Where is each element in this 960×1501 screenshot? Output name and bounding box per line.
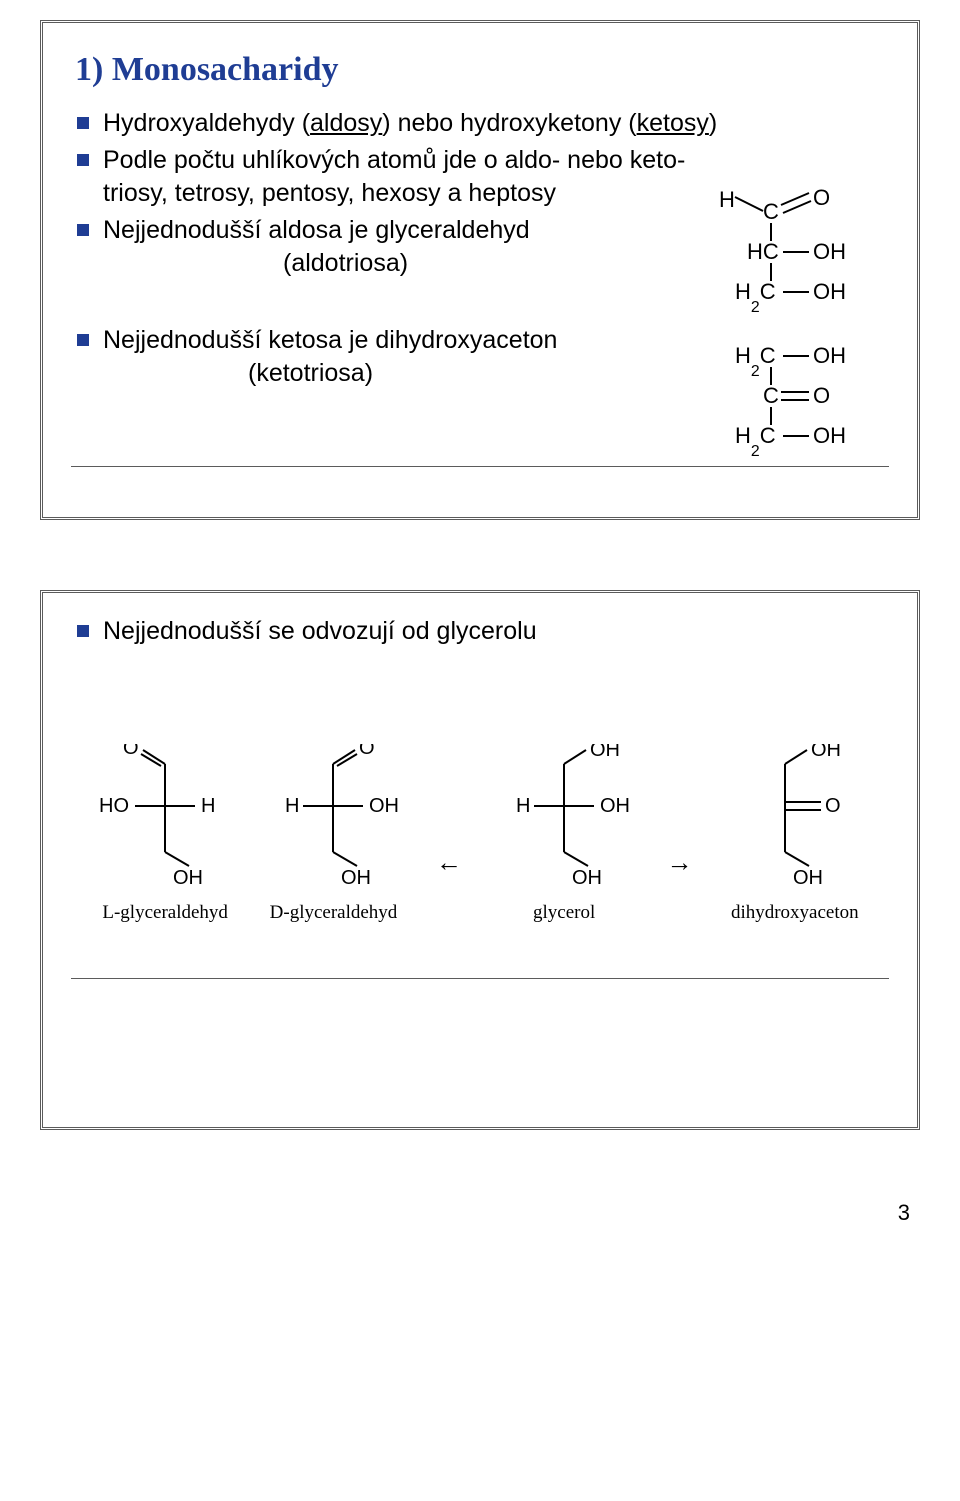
fig-glycerol: OH H OH OH glycerol <box>494 744 634 924</box>
svg-text:O: O <box>825 795 841 817</box>
fig-dihydroxyaceton: OH O OH dihydroxyaceton <box>725 744 865 924</box>
svg-text:H2C: H2C <box>735 343 776 380</box>
slide-divider-2 <box>71 978 889 979</box>
svg-text:OH: OH <box>813 239 846 264</box>
arrow-left-icon: ← <box>432 847 466 924</box>
svg-text:H: H <box>201 795 215 817</box>
svg-text:HO: HO <box>99 795 129 817</box>
slide-title: 1) Monosacharidy <box>75 51 889 89</box>
svg-text:OH: OH <box>813 343 846 368</box>
bullet-list-2: Nejjednodušší se odvozují od glycerolu <box>71 615 889 648</box>
svg-text:C: C <box>763 383 779 408</box>
svg-text:O: O <box>359 744 375 759</box>
svg-text:OH: OH <box>572 867 602 889</box>
svg-text:H: H <box>516 795 530 817</box>
svg-text:OH: OH <box>173 867 203 889</box>
svg-text:OH: OH <box>793 867 823 889</box>
svg-text:O: O <box>123 744 139 759</box>
svg-text:H: H <box>719 187 735 212</box>
chem-glyceraldehyde: H C O HC OH H2C OH <box>705 183 855 318</box>
bullet-1: Hydroxyaldehydy (aldosy) nebo hydroxyket… <box>77 107 889 140</box>
svg-text:H2C: H2C <box>735 279 776 313</box>
fig-l-glyceraldehyd: O HO H OH L-glyceraldehyd <box>95 744 235 924</box>
figure-row: O HO H OH L-glyceraldehyd <box>71 744 889 924</box>
svg-text:OH: OH <box>811 744 841 761</box>
fig-d-glyceraldehyd: O H OH OH D-glyceraldehyd <box>263 744 403 924</box>
svg-text:OH: OH <box>369 795 399 817</box>
page-number: 3 <box>40 1200 920 1226</box>
svg-text:H2C: H2C <box>735 423 776 460</box>
svg-text:OH: OH <box>813 423 846 448</box>
svg-text:C: C <box>763 199 779 224</box>
svg-text:O: O <box>813 185 830 210</box>
bullet-5: Nejjednodušší se odvozují od glycerolu <box>77 615 889 648</box>
svg-text:OH: OH <box>341 867 371 889</box>
svg-text:OH: OH <box>600 795 630 817</box>
slide-2: Nejjednodušší se odvozují od glycerolu O… <box>40 590 920 1130</box>
arrow-right-icon: → <box>662 847 696 924</box>
slide-1: 1) Monosacharidy Hydroxyaldehydy (aldosy… <box>40 20 920 520</box>
svg-text:OH: OH <box>590 744 620 761</box>
svg-text:HC: HC <box>747 239 779 264</box>
svg-text:O: O <box>813 383 830 408</box>
chem-dihydroxyacetone: H2C OH C O H2C OH <box>705 337 855 472</box>
svg-text:OH: OH <box>813 279 846 304</box>
svg-text:H: H <box>285 795 299 817</box>
